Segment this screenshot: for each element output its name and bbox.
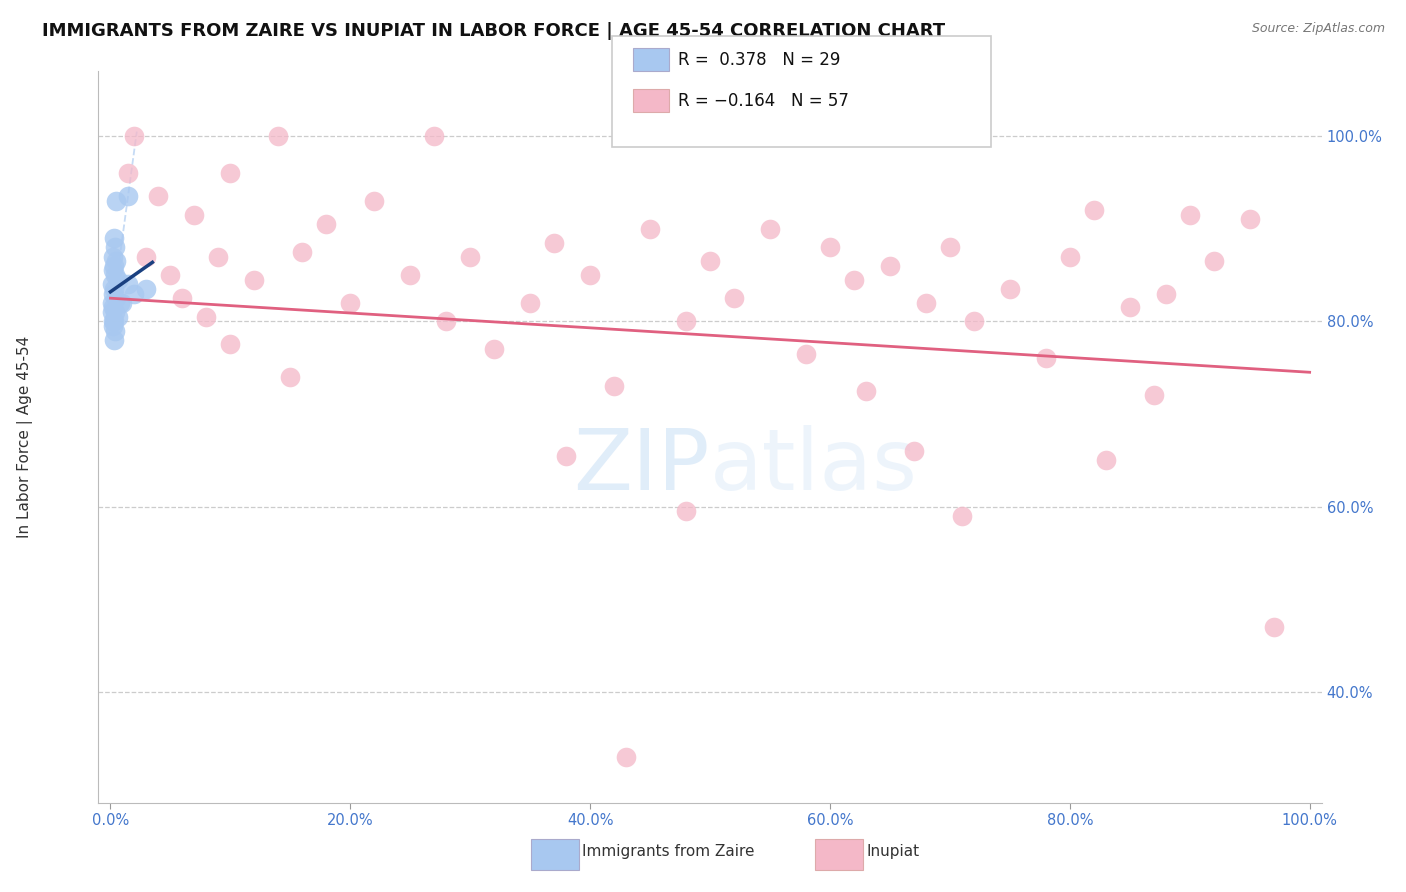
Point <box>1154 286 1177 301</box>
Text: In Labor Force | Age 45-54: In Labor Force | Age 45-54 <box>17 336 34 538</box>
Point <box>101 263 124 277</box>
Point <box>675 504 697 518</box>
Point <box>555 449 578 463</box>
Point <box>950 508 973 523</box>
Text: IMMIGRANTS FROM ZAIRE VS INUPIAT IN LABOR FORCE | AGE 45-54 CORRELATION CHART: IMMIGRANTS FROM ZAIRE VS INUPIAT IN LABO… <box>42 22 945 40</box>
Point <box>101 318 124 333</box>
Point <box>100 305 122 319</box>
Point <box>759 221 782 235</box>
Point <box>117 189 139 203</box>
Point <box>100 277 122 292</box>
Point <box>107 273 129 287</box>
Point <box>105 291 128 305</box>
Point <box>103 314 125 328</box>
Point <box>107 310 129 324</box>
Point <box>104 324 127 338</box>
Point <box>1083 203 1105 218</box>
Point <box>915 295 938 310</box>
Point <box>135 250 157 264</box>
Point <box>219 166 242 180</box>
Text: R =  0.378   N = 29: R = 0.378 N = 29 <box>678 51 839 69</box>
Point <box>699 254 721 268</box>
Point <box>124 286 146 301</box>
Point <box>159 268 181 282</box>
Point <box>1143 388 1166 402</box>
Point <box>278 370 301 384</box>
Point <box>117 166 139 180</box>
Point <box>543 235 565 250</box>
Text: ZIP: ZIP <box>574 425 710 508</box>
Point <box>103 231 125 245</box>
Point <box>101 286 124 301</box>
Point <box>855 384 877 398</box>
Point <box>315 217 337 231</box>
Point <box>998 282 1021 296</box>
Point <box>1059 250 1081 264</box>
Point <box>108 295 131 310</box>
Point <box>105 194 128 208</box>
Point <box>458 250 481 264</box>
Point <box>939 240 962 254</box>
Point <box>103 282 125 296</box>
Point <box>291 244 314 259</box>
Text: Inupiat: Inupiat <box>866 845 920 859</box>
Point <box>1094 453 1116 467</box>
Point <box>579 268 602 282</box>
Text: Source: ZipAtlas.com: Source: ZipAtlas.com <box>1251 22 1385 36</box>
Point <box>219 337 242 351</box>
Point <box>903 444 925 458</box>
Point <box>103 259 125 273</box>
Point <box>195 310 218 324</box>
Point <box>638 221 661 235</box>
Point <box>104 268 127 282</box>
Point <box>124 129 146 144</box>
Point <box>1239 212 1261 227</box>
Point <box>103 333 125 347</box>
Point <box>434 314 457 328</box>
Point <box>1202 254 1225 268</box>
Point <box>148 189 170 203</box>
Point <box>1119 301 1142 315</box>
Point <box>963 314 986 328</box>
Point <box>183 208 205 222</box>
Point <box>105 254 128 268</box>
Point <box>101 250 124 264</box>
Point <box>519 295 541 310</box>
Point <box>243 273 266 287</box>
Point <box>842 273 865 287</box>
Point <box>603 379 626 393</box>
Point <box>723 291 745 305</box>
Point <box>1178 208 1201 222</box>
Point <box>100 295 122 310</box>
Point <box>363 194 385 208</box>
Point <box>207 250 229 264</box>
Point <box>101 301 124 315</box>
Point <box>614 749 637 764</box>
Point <box>101 314 124 328</box>
Point <box>794 347 817 361</box>
Text: Immigrants from Zaire: Immigrants from Zaire <box>582 845 755 859</box>
Point <box>399 268 422 282</box>
Point <box>1263 620 1285 634</box>
Text: atlas: atlas <box>710 425 918 508</box>
Point <box>339 295 361 310</box>
Point <box>111 295 134 310</box>
Point <box>482 342 505 356</box>
Point <box>104 240 127 254</box>
Point <box>675 314 697 328</box>
Point <box>879 259 901 273</box>
Point <box>135 282 157 296</box>
Point <box>818 240 841 254</box>
Point <box>267 129 290 144</box>
Point <box>117 277 139 292</box>
Point <box>423 129 446 144</box>
Point <box>172 291 194 305</box>
Point <box>104 305 127 319</box>
Text: R = −0.164   N = 57: R = −0.164 N = 57 <box>678 92 849 110</box>
Point <box>1035 351 1057 366</box>
